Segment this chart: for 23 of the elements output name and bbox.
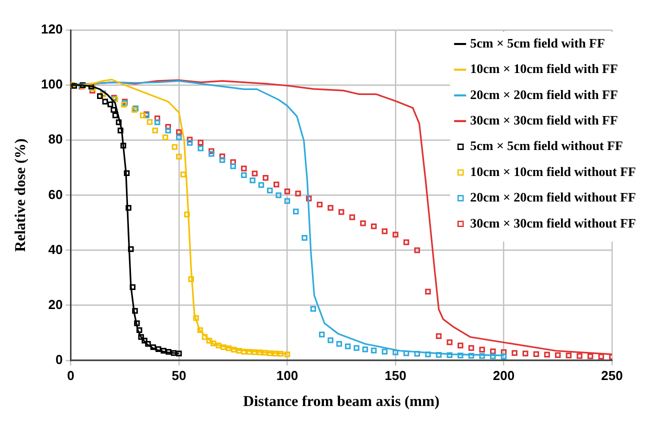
y-tick-label: 20: [48, 296, 63, 312]
x-tick-label: 50: [172, 368, 186, 383]
y-tick-label: 100: [40, 76, 63, 92]
x-tick-label: 150: [384, 368, 406, 383]
y-axis-title: Relative dose (%): [12, 138, 29, 252]
legend-label: 30cm × 30cm field without FF: [470, 215, 636, 230]
legend-label: 10cm × 10cm field with FF: [470, 61, 618, 76]
y-tick-label: 120: [40, 22, 63, 37]
legend-label: 10cm × 10cm field without FF: [470, 164, 636, 179]
legend-label: 30cm × 30cm field with FF: [470, 112, 618, 128]
legend-label: 5cm × 5cm field without FF: [470, 138, 624, 154]
x-tick-label: 250: [601, 368, 623, 383]
y-tick-label: 40: [48, 242, 63, 257]
legend-label: 20cm × 20cm field without FF: [470, 190, 636, 205]
y-tick-label: 60: [48, 186, 63, 202]
legend-label: 20cm × 20cm field with FF: [470, 86, 618, 102]
x-tick-label: 100: [276, 368, 298, 383]
legend-label: 5cm × 5cm field with FF: [470, 35, 605, 50]
x-axis-title: Distance from beam axis (mm): [243, 394, 440, 410]
y-tick-label: 0: [55, 352, 63, 367]
y-tick-label: 80: [48, 132, 63, 147]
x-tick-label: 200: [492, 368, 515, 383]
x-tick-label: 0: [67, 368, 74, 383]
